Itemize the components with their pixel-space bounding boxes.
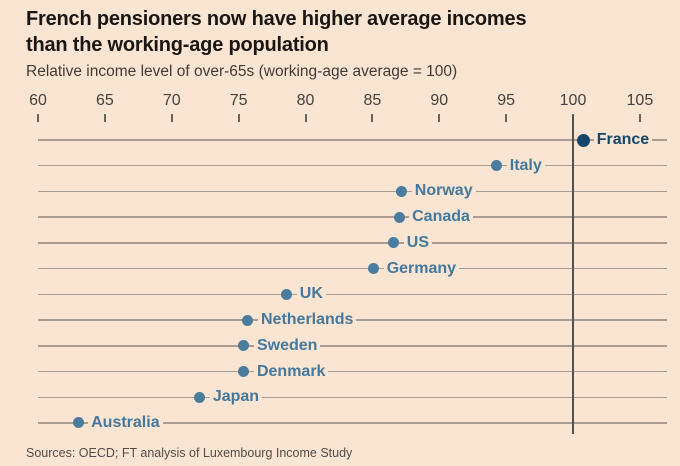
x-tick-mark xyxy=(37,114,39,122)
gridline xyxy=(38,216,667,218)
gridline xyxy=(38,267,667,270)
data-point-dot xyxy=(242,314,254,326)
country-label: Netherlands xyxy=(257,309,357,332)
x-tick-label: 60 xyxy=(29,92,47,109)
x-tick-mark xyxy=(438,114,441,122)
gridline xyxy=(38,396,667,399)
x-tick-label: 80 xyxy=(296,92,315,109)
country-label: UK xyxy=(296,283,326,306)
data-point-dot xyxy=(577,133,591,147)
gridline xyxy=(38,139,667,141)
chart-subtitle: Relative income level of over-65s (worki… xyxy=(26,63,458,80)
chart-title-line1: French pensioners now have higher averag… xyxy=(26,8,527,30)
country-label: Germany xyxy=(383,257,460,280)
country-label: Canada xyxy=(409,206,473,229)
x-tick-label: 105 xyxy=(626,92,654,109)
gridline xyxy=(38,345,667,347)
data-point-dot xyxy=(238,366,250,378)
country-label: Australia xyxy=(88,411,163,434)
data-point-dot xyxy=(388,237,400,249)
x-tick-mark xyxy=(304,114,307,122)
x-tick-label: 65 xyxy=(95,92,114,109)
gridline xyxy=(38,422,667,424)
chart-title-line2: than the working-age population xyxy=(26,34,329,57)
gridline xyxy=(38,370,667,373)
x-tick-label: 75 xyxy=(229,92,248,109)
country-label: Sweden xyxy=(253,334,321,357)
x-tick-mark xyxy=(170,114,173,122)
country-label: Denmark xyxy=(253,360,329,383)
country-label: US xyxy=(403,231,432,254)
gridline xyxy=(38,190,667,193)
gridline xyxy=(38,242,667,244)
x-tick-label: 100 xyxy=(559,92,587,109)
x-tick-mark xyxy=(103,114,106,122)
x-tick-mark xyxy=(237,114,240,122)
country-label: Norway xyxy=(411,180,476,203)
country-label: France xyxy=(593,129,653,151)
data-point-dot xyxy=(281,288,293,300)
x-tick-label: 85 xyxy=(363,92,382,109)
data-point-dot xyxy=(491,160,503,172)
source-note: Sources: OECD; FT analysis of Luxembourg… xyxy=(26,446,353,460)
data-point-dot xyxy=(194,391,206,403)
data-point-dot xyxy=(393,211,405,223)
x-tick-label: 95 xyxy=(497,92,516,109)
x-tick-label: 70 xyxy=(162,92,181,109)
gridline xyxy=(38,164,667,167)
x-tick-mark xyxy=(505,114,508,122)
data-point-dot xyxy=(368,263,380,275)
country-label: Japan xyxy=(209,386,263,409)
country-label: Italy xyxy=(506,154,545,177)
data-point-dot xyxy=(72,417,84,429)
data-point-dot xyxy=(396,185,408,197)
x-tick-mark xyxy=(371,114,374,122)
x-tick-label: 90 xyxy=(430,92,449,109)
x-tick-mark xyxy=(638,114,641,122)
gridline xyxy=(38,293,667,296)
data-point-dot xyxy=(238,340,250,352)
chart-title: French pensioners now have higher averag… xyxy=(26,6,646,59)
reference-line xyxy=(572,115,574,434)
